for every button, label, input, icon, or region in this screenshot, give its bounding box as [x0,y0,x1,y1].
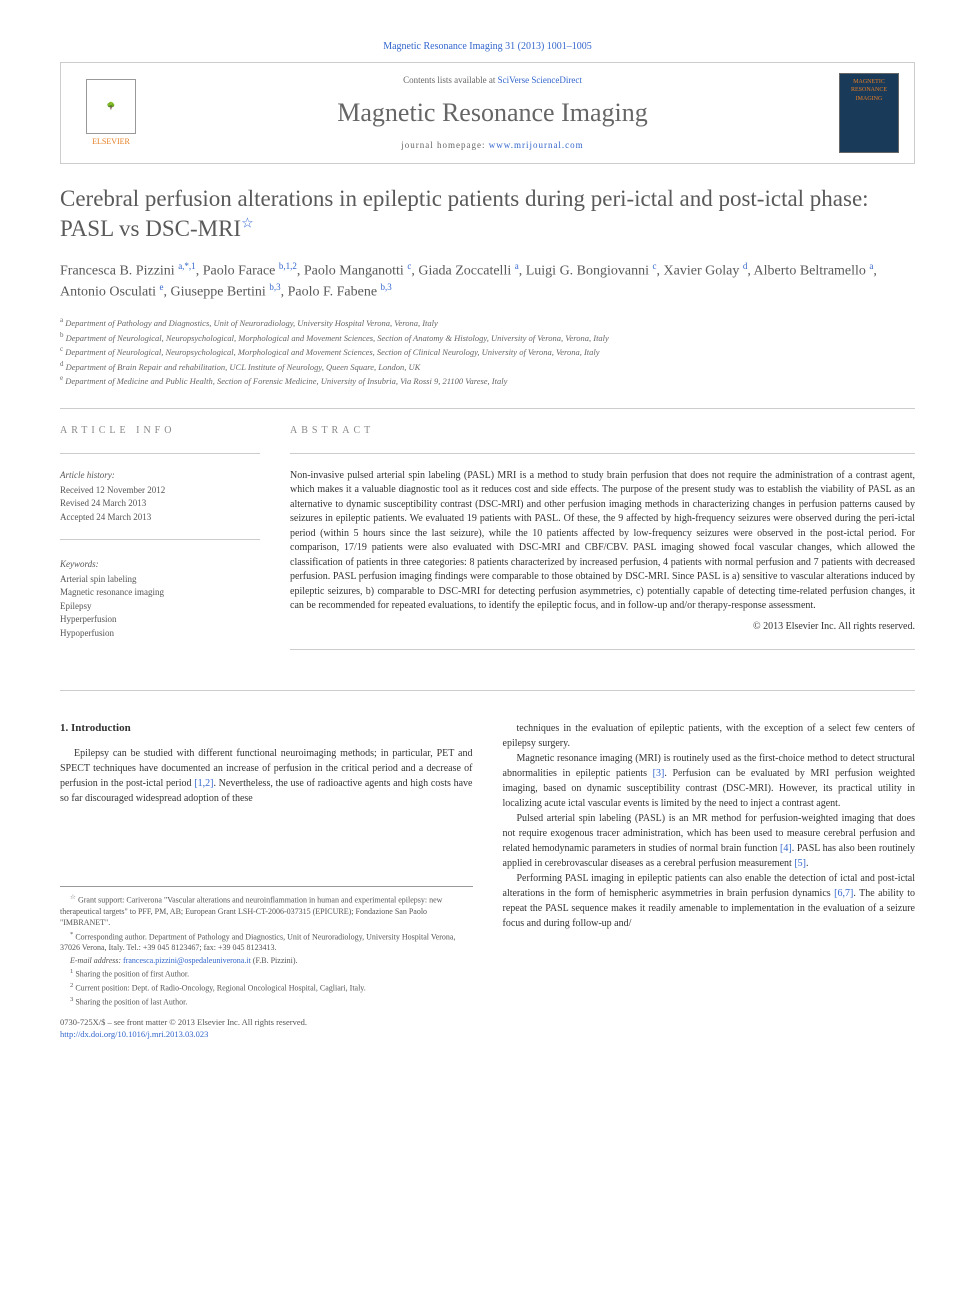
journal-reference: Magnetic Resonance Imaging 31 (2013) 100… [60,40,915,54]
journal-ref-link[interactable]: Magnetic Resonance Imaging 31 (2013) 100… [383,41,592,52]
keyword-item: Epilepsy [60,600,260,614]
email-label: E-mail address: [70,956,121,965]
history-item: Received 12 November 2012 [60,484,260,498]
citation-link[interactable]: [6,7] [834,888,853,899]
keywords-heading: Keywords: [60,558,260,571]
footnote-1: 1 Sharing the position of first Author. [60,967,473,980]
divider [60,453,260,454]
journal-title: Magnetic Resonance Imaging [146,95,839,131]
keyword-item: Arterial spin labeling [60,573,260,587]
footnote-corresponding-text: Corresponding author. Department of Path… [60,932,455,952]
keywords-block: Keywords: Arterial spin labelingMagnetic… [60,558,260,640]
footnote-email: E-mail address: francesca.pizzini@ospeda… [60,955,473,966]
citation-link[interactable]: [4] [780,843,792,854]
footnote-grant-text: Grant support: Cariverona "Vascular alte… [60,896,442,927]
article-title-text: Cerebral perfusion alterations in epilep… [60,186,869,241]
keyword-item: Hyperperfusion [60,613,260,627]
keyword-item: Hypoperfusion [60,627,260,641]
body-paragraph: Performing PASL imaging in epileptic pat… [503,871,916,931]
contents-line: Contents lists available at SciVerse Sci… [146,74,839,87]
divider [290,453,915,454]
history-heading: Article history: [60,469,260,482]
issn-line: 0730-725X/$ – see front matter © 2013 El… [60,1017,473,1029]
journal-header-box: 🌳 ELSEVIER Contents lists available at S… [60,62,915,164]
history-item: Accepted 24 March 2013 [60,511,260,525]
keyword-item: Magnetic resonance imaging [60,586,260,600]
grant-star-icon: ☆ [241,216,254,231]
cover-text: MAGNETIC RESONANCE IMAGING [844,78,894,103]
article-title: Cerebral perfusion alterations in epilep… [60,184,915,244]
footer-copyright: 0730-725X/$ – see front matter © 2013 El… [60,1017,473,1041]
footnote-3: 3 Sharing the position of last Author. [60,995,473,1008]
citation-link[interactable]: [1,2] [194,778,213,789]
affiliation-item: c Department of Neurological, Neuropsych… [60,344,915,359]
divider [60,408,915,409]
body-columns: 1. Introduction Epilepsy can be studied … [60,721,915,1041]
footnotes: ☆ Grant support: Cariverona "Vascular al… [60,886,473,1041]
journal-cover-thumb: MAGNETIC RESONANCE IMAGING [839,73,899,153]
authors-list: Francesca B. Pizzini a,*,1, Paolo Farace… [60,260,915,303]
footnote-2-text: Current position: Dept. of Radio-Oncolog… [75,983,365,992]
affiliations-list: a Department of Pathology and Diagnostic… [60,315,915,388]
homepage-line: journal homepage: www.mrijournal.com [146,139,839,152]
abstract-text: Non-invasive pulsed arterial spin labeli… [290,469,915,614]
right-column: techniques in the evaluation of epilepti… [503,721,916,1041]
body-paragraph: Epilepsy can be studied with different f… [60,746,473,806]
article-info-column: ARTICLE INFO Article history: Received 1… [60,424,260,665]
footnote-corresponding: * Corresponding author. Department of Pa… [60,930,473,954]
header-center: Contents lists available at SciVerse Sci… [146,74,839,152]
homepage-prefix: journal homepage: [401,140,488,150]
doi-link[interactable]: http://dx.doi.org/10.1016/j.mri.2013.03.… [60,1029,208,1039]
abstract-copyright: © 2013 Elsevier Inc. All rights reserved… [290,620,915,634]
footnote-1-text: Sharing the position of first Author. [75,969,189,978]
info-abstract-row: ARTICLE INFO Article history: Received 1… [60,424,915,665]
affiliation-item: e Department of Medicine and Public Heal… [60,373,915,388]
section-heading-intro: 1. Introduction [60,721,473,736]
footnote-2: 2 Current position: Dept. of Radio-Oncol… [60,981,473,994]
scidirect-link[interactable]: SciVerse ScienceDirect [498,75,582,85]
body-paragraph: Pulsed arterial spin labeling (PASL) is … [503,811,916,871]
affiliation-item: d Department of Brain Repair and rehabil… [60,359,915,374]
divider [60,690,915,691]
article-info-heading: ARTICLE INFO [60,424,260,438]
publisher-logo: 🌳 ELSEVIER [76,73,146,153]
body-paragraph: techniques in the evaluation of epilepti… [503,721,916,751]
email-link[interactable]: francesca.pizzini@ospedaleuniverona.it [123,956,251,965]
abstract-heading: ABSTRACT [290,424,915,438]
abstract-column: ABSTRACT Non-invasive pulsed arterial sp… [290,424,915,665]
email-name: (F.B. Pizzini). [253,956,298,965]
footnote-3-text: Sharing the position of last Author. [75,997,187,1006]
history-item: Revised 24 March 2013 [60,497,260,511]
left-column: 1. Introduction Epilepsy can be studied … [60,721,473,1041]
publisher-name: ELSEVIER [92,136,130,147]
citation-link[interactable]: [5] [794,858,806,869]
affiliation-item: a Department of Pathology and Diagnostic… [60,315,915,330]
contents-prefix: Contents lists available at [403,75,497,85]
divider [290,649,915,650]
citation-link[interactable]: [3] [653,768,665,779]
body-paragraph: Magnetic resonance imaging (MRI) is rout… [503,751,916,811]
divider [60,539,260,540]
footnote-grant: ☆ Grant support: Cariverona "Vascular al… [60,893,473,928]
homepage-link[interactable]: www.mrijournal.com [489,140,584,150]
elsevier-tree-icon: 🌳 [86,79,136,134]
affiliation-item: b Department of Neurological, Neuropsych… [60,330,915,345]
